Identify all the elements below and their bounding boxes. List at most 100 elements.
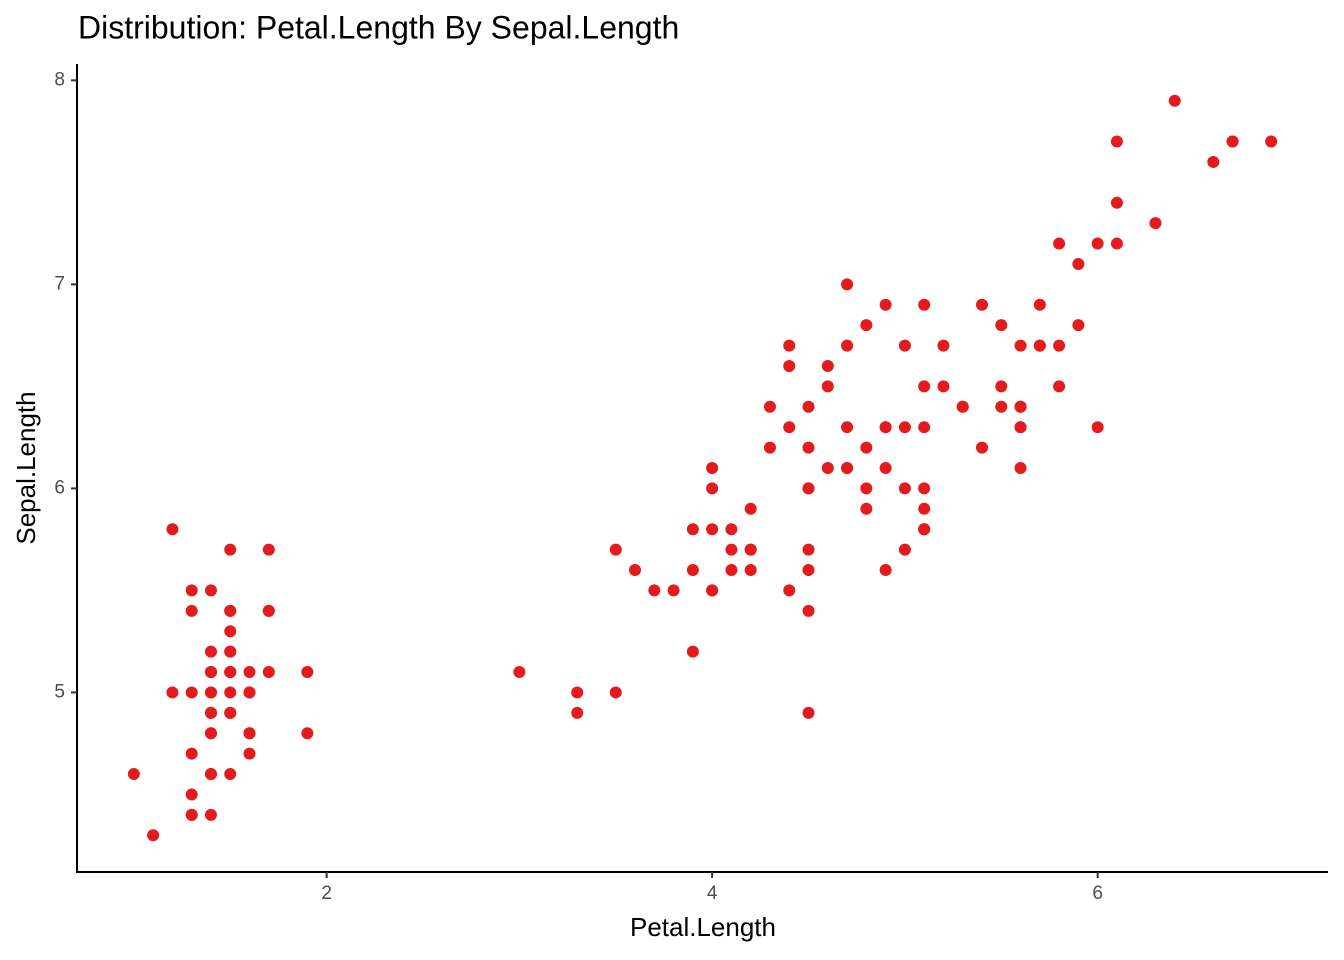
- point: [706, 462, 719, 474]
- point: [1053, 237, 1066, 250]
- point: [1072, 257, 1085, 270]
- point: [1091, 237, 1104, 250]
- point: [725, 543, 738, 556]
- point: [243, 666, 256, 679]
- point: [783, 584, 796, 597]
- point: [1226, 135, 1239, 148]
- point: [224, 706, 237, 719]
- point: [1149, 217, 1162, 230]
- point: [648, 584, 661, 597]
- point: [744, 502, 757, 515]
- point: [860, 441, 873, 454]
- point: [185, 584, 198, 597]
- point: [879, 298, 892, 311]
- point: [1110, 237, 1123, 250]
- point: [706, 584, 719, 597]
- point: [783, 359, 796, 372]
- point: [937, 339, 950, 352]
- point: [821, 462, 834, 474]
- point: [224, 645, 237, 658]
- point: [725, 564, 738, 577]
- point: [860, 482, 873, 495]
- point: [667, 584, 680, 597]
- point: [686, 645, 699, 658]
- point: [898, 482, 911, 495]
- point: [204, 686, 217, 699]
- point: [918, 482, 931, 495]
- point: [1033, 339, 1046, 352]
- point: [1014, 400, 1027, 413]
- point: [243, 747, 256, 760]
- point: [860, 319, 873, 332]
- point: [262, 666, 275, 679]
- x-tick-label: 4: [707, 883, 718, 904]
- point: [127, 768, 140, 781]
- point: [243, 686, 256, 699]
- point: [166, 686, 179, 699]
- point: [706, 523, 719, 536]
- point: [802, 482, 815, 495]
- point: [185, 808, 198, 821]
- point: [821, 380, 834, 393]
- point: [841, 421, 854, 434]
- x-axis-title: Petal.Length: [630, 912, 776, 942]
- point: [763, 441, 776, 454]
- y-tick-label: 7: [54, 273, 65, 294]
- point: [1072, 319, 1085, 332]
- point: [918, 502, 931, 515]
- point: [1033, 298, 1046, 311]
- point: [975, 298, 988, 311]
- point: [204, 808, 217, 821]
- point: [224, 686, 237, 699]
- point: [204, 768, 217, 781]
- point: [841, 278, 854, 291]
- point: [802, 400, 815, 413]
- point: [204, 706, 217, 719]
- point: [1110, 135, 1123, 148]
- point: [975, 441, 988, 454]
- point: [262, 604, 275, 617]
- point: [204, 727, 217, 740]
- point: [995, 400, 1008, 413]
- point: [802, 604, 815, 617]
- point: [204, 666, 217, 679]
- point: [185, 686, 198, 699]
- chart-title: Distribution: Petal.Length By Sepal.Leng…: [78, 9, 679, 45]
- y-tick-label: 8: [54, 69, 65, 90]
- point: [224, 625, 237, 638]
- point: [243, 727, 256, 740]
- point: [995, 380, 1008, 393]
- point: [224, 543, 237, 556]
- point: [224, 604, 237, 617]
- point: [1053, 380, 1066, 393]
- point: [204, 584, 217, 597]
- point: [879, 462, 892, 474]
- point: [802, 564, 815, 577]
- point: [879, 421, 892, 434]
- point: [686, 523, 699, 536]
- point: [513, 666, 526, 679]
- point: [841, 462, 854, 474]
- point: [1014, 339, 1027, 352]
- point: [147, 829, 160, 842]
- point: [301, 727, 314, 740]
- point: [686, 564, 699, 577]
- point: [1207, 155, 1220, 168]
- point: [224, 768, 237, 781]
- point: [301, 666, 314, 679]
- point: [918, 421, 931, 434]
- point: [262, 543, 275, 556]
- point: [1091, 421, 1104, 434]
- point: [898, 421, 911, 434]
- point: [629, 564, 642, 577]
- point: [185, 747, 198, 760]
- x-tick-label: 6: [1092, 883, 1103, 904]
- point: [744, 564, 757, 577]
- y-tick-label: 6: [54, 477, 65, 498]
- point: [609, 686, 622, 699]
- point: [204, 645, 217, 658]
- point: [571, 706, 584, 719]
- point: [185, 604, 198, 617]
- point: [898, 543, 911, 556]
